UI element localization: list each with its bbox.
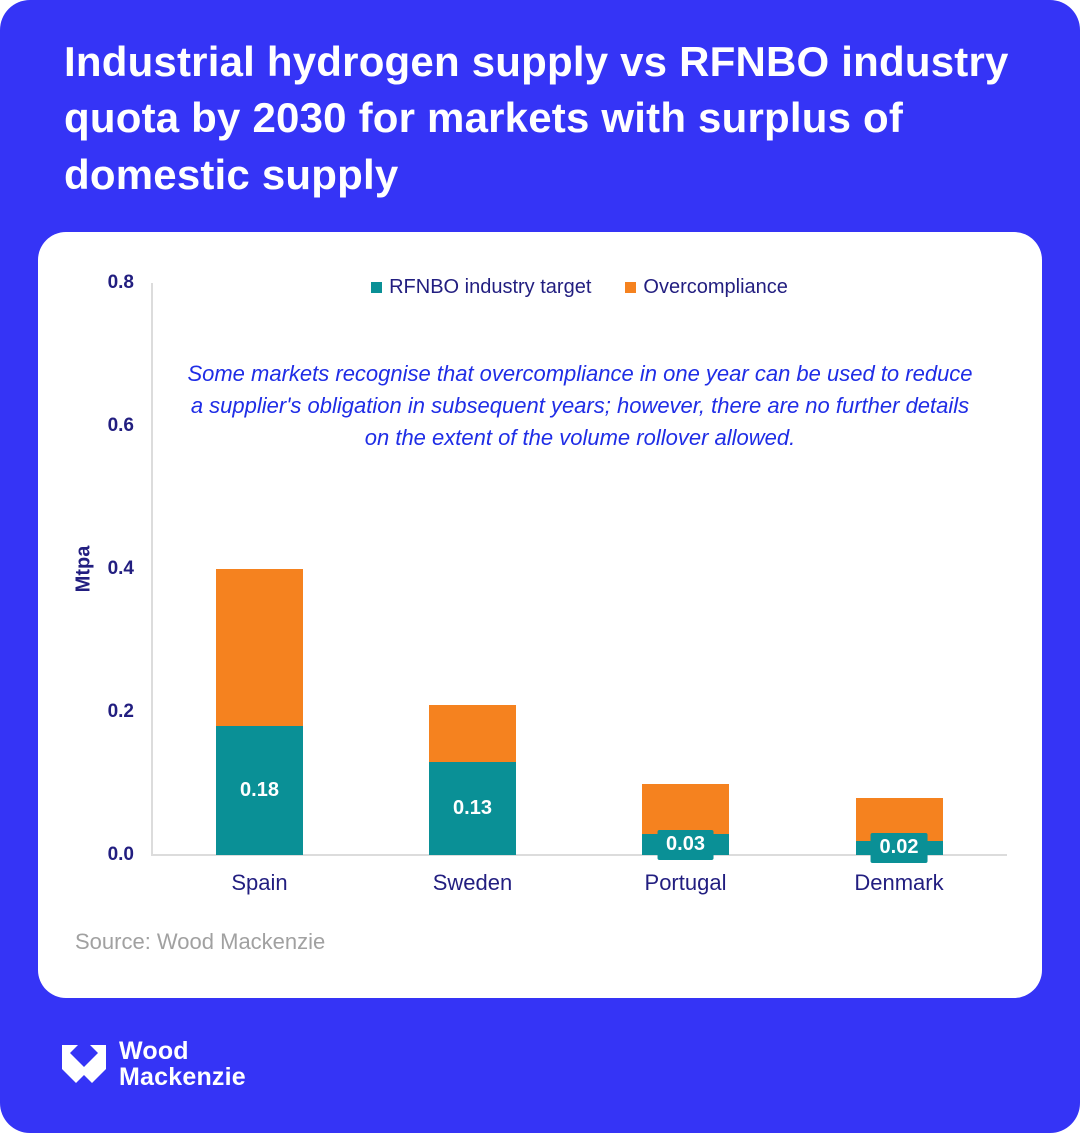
chart-legend: RFNBO industry target Overcompliance — [152, 276, 1007, 299]
bar-segment-overcompliance — [642, 784, 729, 834]
bar-value-label: 0.13 — [444, 793, 501, 824]
legend-item: Overcompliance — [625, 276, 788, 299]
bar-value-label: 0.03 — [657, 829, 714, 860]
x-category-label: Portugal — [644, 870, 727, 895]
bar-group: 0.13 — [429, 705, 516, 855]
x-category-label: Denmark — [854, 870, 944, 895]
y-tick-label: 0.4 — [107, 558, 134, 579]
chart-annotation: Some markets recognise that overcomplian… — [187, 361, 973, 450]
legend-swatch-icon — [625, 282, 637, 293]
legend-label: RFNBO industry target — [389, 276, 592, 298]
bar-group: 0.18 — [216, 569, 303, 855]
chart-card: RFNBO industry target Overcompliance Some… — [38, 232, 1042, 998]
bar-group: 0.03 — [642, 784, 729, 860]
bar-value-label: 0.02 — [870, 833, 928, 863]
y-tick-label: 0.8 — [107, 272, 134, 293]
bar-segment-overcompliance — [216, 569, 303, 726]
brand-logo: Wood Mackenzie — [62, 1038, 246, 1090]
x-axis-line — [151, 854, 1007, 856]
chart-plot-area: RFNBO industry target Overcompliance Some… — [38, 232, 1042, 998]
legend-label: Overcompliance — [643, 276, 788, 298]
brand-logo-line1: Wood — [119, 1037, 189, 1065]
legend-item: RFNBO industry target — [371, 276, 591, 299]
y-tick-label: 0.0 — [107, 844, 134, 865]
page-title: Industrial hydrogen supply vs RFNBO indu… — [64, 38, 1009, 198]
bar-value-label: 0.18 — [231, 775, 288, 806]
y-tick-label: 0.6 — [107, 415, 134, 436]
y-tick-label: 0.2 — [107, 701, 134, 722]
bar-segment-overcompliance — [429, 705, 516, 762]
wood-mackenzie-logo-icon — [62, 1045, 106, 1083]
legend-swatch-icon — [371, 282, 383, 293]
bar-group: 0.02 — [855, 798, 943, 863]
y-axis-line — [151, 283, 153, 855]
brand-logo-text: Wood Mackenzie — [119, 1038, 246, 1090]
x-category-label: Spain — [231, 870, 288, 895]
source-note: Source: Wood Mackenzie — [75, 929, 326, 954]
x-category-label: Sweden — [432, 870, 513, 895]
brand-logo-line2: Mackenzie — [119, 1063, 246, 1091]
